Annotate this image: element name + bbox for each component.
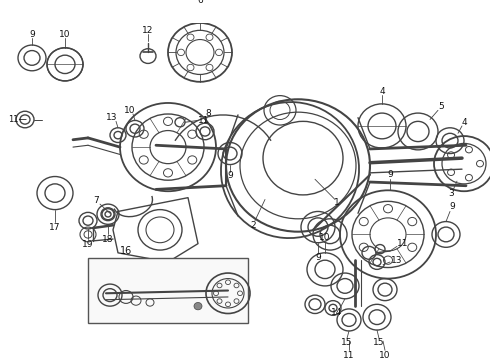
- Text: 2: 2: [250, 221, 256, 230]
- Text: 4: 4: [461, 118, 467, 127]
- Text: 10: 10: [59, 30, 71, 39]
- Text: 8: 8: [205, 109, 211, 118]
- Circle shape: [194, 302, 202, 310]
- Text: 10: 10: [319, 233, 331, 242]
- Text: 9: 9: [387, 170, 393, 179]
- Text: 12: 12: [142, 26, 154, 35]
- Text: 9: 9: [315, 253, 321, 262]
- Bar: [88, 258, 248, 323]
- Text: 11: 11: [343, 351, 355, 360]
- Text: 13: 13: [106, 113, 118, 122]
- Text: 15: 15: [341, 338, 353, 347]
- Text: 9: 9: [29, 30, 35, 39]
- Text: 13: 13: [391, 256, 403, 265]
- Text: 5: 5: [438, 102, 444, 111]
- Text: 19: 19: [82, 240, 94, 249]
- Text: 10: 10: [124, 106, 136, 115]
- Text: 11—: 11—: [8, 115, 27, 124]
- Text: 11: 11: [397, 239, 409, 248]
- Text: 15: 15: [373, 338, 385, 347]
- Text: 3: 3: [448, 189, 454, 198]
- Text: 14: 14: [331, 308, 343, 317]
- Text: 9: 9: [449, 202, 455, 211]
- Text: 7: 7: [93, 196, 99, 205]
- Text: 18: 18: [102, 235, 114, 244]
- Text: 9: 9: [227, 171, 233, 180]
- Text: 17: 17: [49, 222, 61, 231]
- Text: 6: 6: [197, 0, 203, 5]
- Text: 10: 10: [379, 351, 391, 360]
- Text: 1: 1: [334, 198, 340, 207]
- Text: 11: 11: [198, 116, 210, 125]
- Text: 4: 4: [379, 86, 385, 95]
- Text: 16: 16: [120, 246, 132, 256]
